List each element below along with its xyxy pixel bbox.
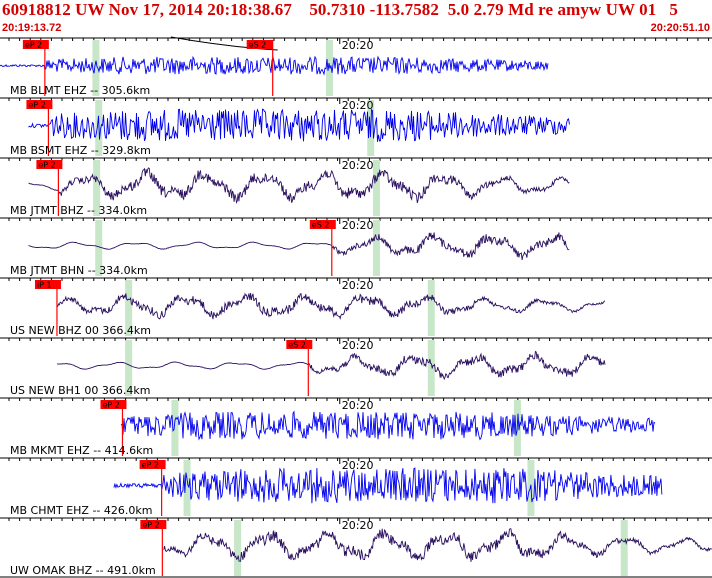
minute-label: 20:20 [342, 39, 374, 52]
phase-window-marker [234, 520, 242, 576]
event-title: 60918812 UW Nov 17, 2014 20:18:38.67 50.… [2, 0, 679, 19]
pick-box[interactable] [26, 100, 53, 109]
channel-label: MB JTMT BHN -- 334.0km [10, 264, 148, 277]
channel-label: US NEW BHZ 00 366.4km [10, 324, 151, 337]
window-end-time: 20:20:51.10 [650, 22, 710, 34]
pick-label: eP 2 [38, 161, 55, 170]
pick-label: eP 2 [102, 401, 119, 410]
minute-label: 20:20 [342, 519, 374, 532]
waveform [56, 292, 606, 320]
pick-label: eS 2 [288, 341, 306, 350]
channel-label: MB CHMT EHZ -- 426.0km [10, 504, 152, 517]
minute-label: 20:20 [342, 219, 374, 232]
arrival-curve [170, 36, 278, 51]
waveform [28, 167, 570, 205]
phase-window-marker [372, 220, 380, 276]
pick-label: eP 2 [142, 521, 159, 530]
pick-label: eP 2 [142, 461, 159, 470]
phase-window-marker [372, 160, 380, 216]
channel-label: MB BSMT EHZ -- 329.8km [10, 144, 151, 157]
phase-window-marker [125, 280, 133, 336]
pick-box[interactable] [139, 460, 166, 469]
pick-box[interactable] [100, 400, 127, 409]
trace-panel: 20:20 eP 2 UW OMAK BHZ -- 491.0km [0, 517, 712, 577]
pick-label: eP 2 [25, 41, 42, 50]
trace-panel: 20:20 eP 2 eS 2 MB BLMT EHZ -- 305.6km [0, 36, 712, 97]
waveform [113, 467, 663, 504]
waveform [121, 410, 656, 441]
event-header: 60918812 UW Nov 17, 2014 20:18:38.67 50.… [0, 0, 712, 38]
window-start-time: 20:19:13.72 [2, 22, 62, 34]
trace-panel: 20:20 eP 2 MB BSMT EHZ -- 329.8km [0, 97, 712, 157]
channel-label: US NEW BH1 00 366.4km [10, 384, 150, 397]
pick-box[interactable] [309, 220, 336, 229]
pick-label: iP 1 [37, 281, 52, 290]
waveform [0, 55, 549, 76]
minute-label: 20:20 [342, 459, 374, 472]
channel-label: MB BLMT EHZ -- 305.6km [10, 84, 150, 97]
minute-label: 20:20 [342, 399, 374, 412]
minute-label: 20:20 [342, 339, 374, 352]
waveform [28, 232, 570, 260]
waveform [163, 528, 712, 562]
phase-window-marker [427, 340, 435, 396]
minute-label: 20:20 [342, 99, 374, 112]
phase-window-marker [92, 40, 100, 96]
phase-window-marker [183, 460, 191, 516]
pick-box[interactable] [140, 520, 167, 529]
phase-window-marker [171, 400, 179, 456]
pick-box[interactable] [246, 40, 273, 49]
trace-panel: 20:20 eS 2 US NEW BH1 00 366.4km [0, 337, 712, 397]
phase-window-marker [620, 520, 628, 576]
phase-window-marker [93, 160, 101, 216]
pick-label: eP 2 [28, 101, 45, 110]
minute-label: 20:20 [342, 279, 374, 292]
waveform [57, 350, 606, 381]
channel-label: MB JTMT BHZ -- 334.0km [10, 204, 147, 217]
trace-panel: 20:20 eP 2 MB CHMT EHZ -- 426.0km [0, 457, 712, 517]
phase-window-marker [427, 280, 435, 336]
pick-box[interactable] [36, 160, 63, 169]
trace-panel: 20:20 eS 2 MB JTMT BHN -- 334.0km [0, 217, 712, 277]
channel-label: MB MKMT EHZ -- 414.6km [10, 444, 153, 457]
trace-panel: 20:20 iP 1 US NEW BHZ 00 366.4km [0, 277, 712, 337]
phase-window-marker [95, 220, 103, 276]
pick-label: eS 2 [312, 221, 330, 230]
trace-panel: 20:20 eP 2 MB JTMT BHZ -- 334.0km [0, 157, 712, 217]
pick-box[interactable] [34, 280, 61, 289]
pick-box[interactable] [22, 40, 49, 49]
pick-label: eS 2 [249, 41, 267, 50]
trace-panel: 20:20 eP 2 MB MKMT EHZ -- 414.6km [0, 397, 712, 457]
pick-box[interactable] [286, 340, 313, 349]
minute-label: 20:20 [342, 159, 374, 172]
phase-window-marker [125, 340, 133, 396]
channel-label: UW OMAK BHZ -- 491.0km [10, 564, 156, 577]
waveform [28, 108, 570, 142]
